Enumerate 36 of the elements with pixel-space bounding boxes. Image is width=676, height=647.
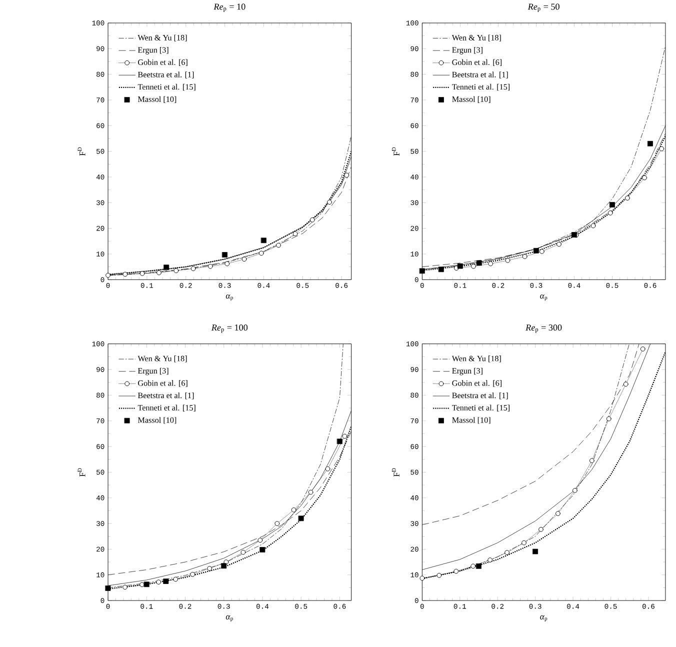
- legend-label: Ergun [3]: [452, 368, 482, 376]
- legend-label: Massol [10]: [452, 416, 490, 424]
- legend-label: Tenneti et al. [15]: [452, 404, 510, 412]
- legend-label: Ergun [3]: [138, 46, 168, 54]
- legend-label: Massol [10]: [138, 96, 176, 103]
- legend-label: Massol [10]: [138, 416, 176, 424]
- x-axis-title: α$_{p}$: [540, 294, 548, 300]
- chart-title: Re$_{p}$ = 300: [526, 324, 562, 333]
- y-axis-title: F$^{D}$: [392, 147, 400, 156]
- chart-title: Re$_{p}$ = 100: [211, 324, 248, 333]
- chart-title: Re$_{p}$ = 50: [528, 3, 560, 12]
- y-axis-title: F$^{D}$: [392, 468, 400, 476]
- legend-label: Wen & Yu [18]: [138, 34, 187, 42]
- legend-label: Beetstra et al. [1]: [138, 392, 194, 399]
- legend-label: Tenneti et al. [15]: [452, 84, 510, 90]
- legend-label: Tenneti et al. [15]: [138, 404, 196, 412]
- legend-label: Wen & Yu [18]: [452, 34, 501, 42]
- legend-label: Wen & Yu [18]: [452, 355, 501, 362]
- legend-label: Gobin et al. [6]: [452, 59, 502, 66]
- legend-label: Ergun [3]: [138, 368, 168, 376]
- legend-label: Tenneti et al. [15]: [138, 84, 196, 90]
- x-axis-title: α$_{p}$: [226, 294, 233, 300]
- legend-label: Wen & Yu [18]: [138, 355, 187, 362]
- legend-label: Massol [10]: [452, 96, 490, 103]
- y-axis-title: F$^{D}$: [78, 147, 86, 156]
- chart-title: Re$_{p}$ = 10: [214, 3, 246, 12]
- legend-label: Ergun [3]: [452, 46, 482, 54]
- legend-label: Beetstra et al. [1]: [452, 71, 508, 78]
- legend-label: Beetstra et al. [1]: [452, 392, 508, 399]
- legend-label: Gobin et al. [6]: [452, 380, 502, 387]
- x-axis-title: α$_{p}$: [540, 615, 548, 622]
- legend-label: Gobin et al. [6]: [138, 380, 188, 387]
- x-axis-title: α$_{p}$: [226, 615, 233, 622]
- legend-label: Gobin et al. [6]: [138, 59, 188, 66]
- legend-label: Beetstra et al. [1]: [138, 71, 194, 78]
- y-axis-title: F$^{D}$: [78, 468, 86, 476]
